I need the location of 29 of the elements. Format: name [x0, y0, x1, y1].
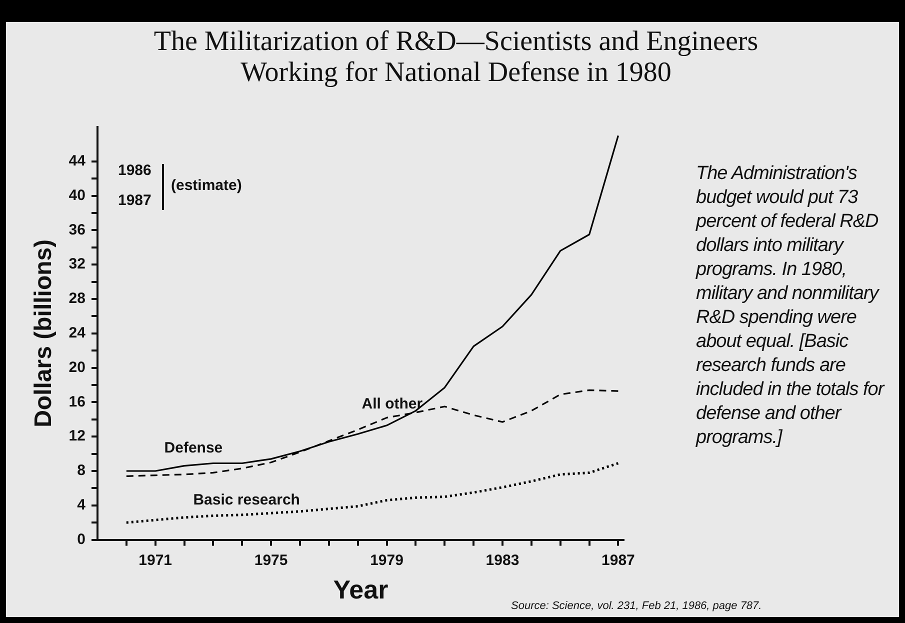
y-tick-label: 20: [68, 358, 86, 376]
x-tick-label: 1975: [254, 552, 288, 569]
y-tick-label: 12: [68, 428, 86, 445]
annotation: 1986: [118, 162, 152, 179]
series-label: All other: [362, 395, 423, 412]
x-tick-label: 1983: [486, 552, 520, 569]
y-tick-label: 36: [68, 221, 86, 238]
source-note: Source: Science, vol. 231, Feb 21, 1986, page 787.: [511, 600, 762, 612]
series-label: Defense: [164, 439, 223, 456]
y-tick-label: 24: [68, 324, 86, 342]
chart-title: The Militarization of R&D—Scientists and Engineers Working for National Defense in 1980: [152, 26, 760, 88]
x-tick-label: 1979: [370, 552, 404, 569]
x-axis-title: Year: [333, 574, 388, 605]
annotation: (estimate): [171, 177, 242, 194]
text: The Administration's budget would put 73 percent of federal R&D dollars into military programs. In 1980, military and nonmilitary R&D spending were about equal. [Basic research funds are included in the totals for defense and other programs.]: [696, 163, 884, 448]
y-tick-label: 32: [68, 256, 86, 273]
series-label: Basic research: [193, 491, 300, 508]
x-tick-label: 1971: [138, 552, 172, 569]
x-tick-label: 1987: [602, 552, 635, 569]
y-tick-label: 0: [77, 530, 86, 548]
line-series: [125, 462, 620, 524]
y-tick-label: 8: [77, 462, 86, 480]
y-axis-title: Dollars (billions): [30, 239, 58, 428]
y-tick-label: 44: [68, 152, 86, 170]
annotation: 1987: [118, 192, 152, 209]
y-tick-label: 4: [77, 496, 86, 514]
y-tick-label: 28: [68, 290, 86, 308]
y-tick-label: 40: [68, 186, 86, 204]
y-tick-label: 16: [68, 393, 86, 410]
